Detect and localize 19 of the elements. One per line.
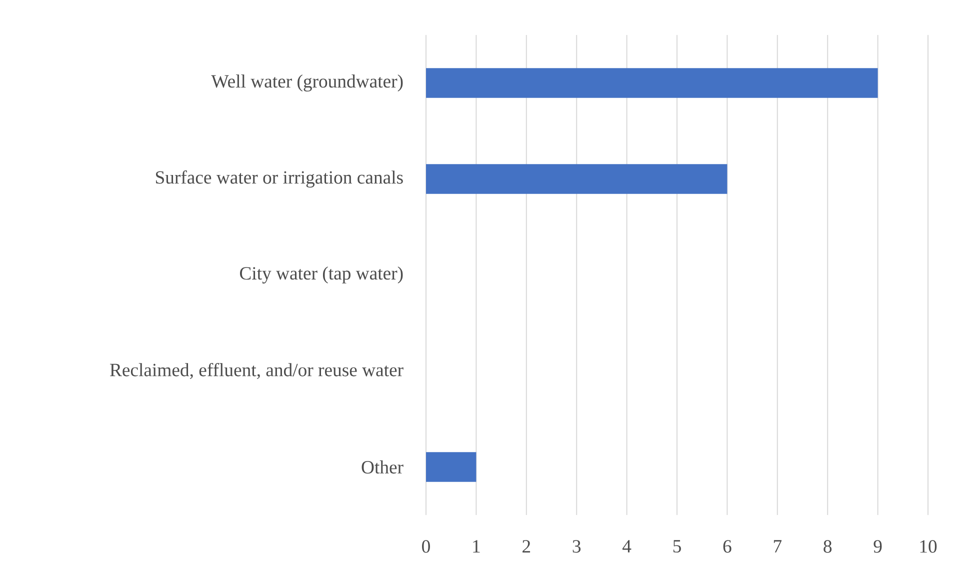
bar: [426, 452, 476, 482]
x-tick-label: 5: [673, 540, 681, 553]
x-tick-label: 7: [774, 540, 782, 552]
x-tick-label: 10: [920, 540, 937, 553]
y-tick-label: City water (tap water): [240, 266, 403, 284]
x-tick-label: 3: [572, 540, 581, 553]
x-tick-label: 4: [622, 540, 632, 552]
y-tick-label: Reclaimed, effluent, and/or reuse water: [110, 362, 404, 379]
x-tick-label: 0: [422, 540, 430, 553]
y-tick-label: Surface water or irrigation canals: [156, 170, 403, 188]
bar: [426, 164, 728, 194]
x-tick-label: 8: [824, 540, 832, 553]
x-tick-label: 9: [874, 540, 882, 553]
x-tick-label: 2: [522, 540, 530, 553]
bar: [426, 68, 878, 98]
x-tick-label: 6: [723, 540, 732, 553]
x-tick-label: 1: [473, 540, 480, 552]
y-tick-label: Other: [362, 460, 404, 474]
y-tick-label: Well water (groundwater): [211, 74, 403, 92]
